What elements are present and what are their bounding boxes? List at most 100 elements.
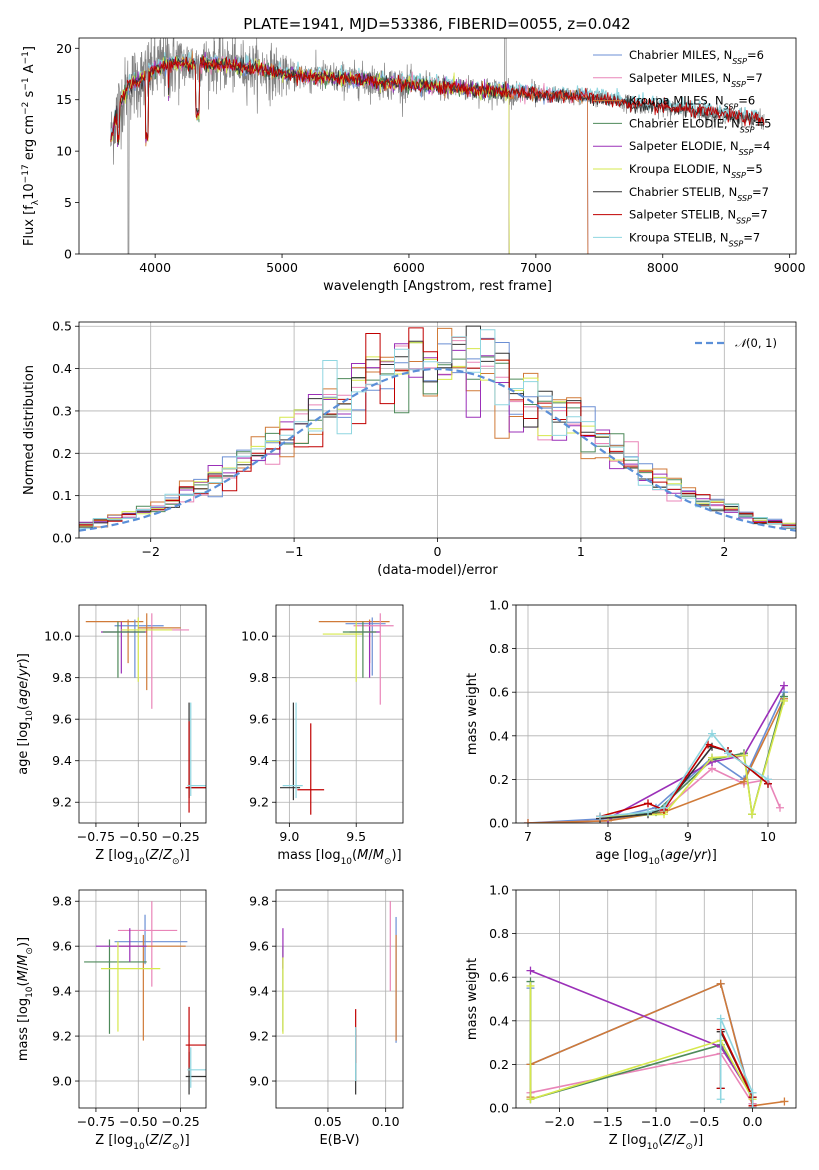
x-tick-label: 0.10 (372, 1114, 400, 1129)
y-tick-label: 9.8 (249, 894, 269, 909)
mass-vs-ebv-plot-area (282, 901, 397, 1095)
weight-point-marker (780, 681, 788, 690)
weight-point-marker (780, 1097, 789, 1106)
x-tick-label: 9 (684, 829, 692, 844)
y-tick-label: 10.0 (44, 629, 72, 644)
y-tick-label: 1.0 (489, 883, 509, 898)
x-axis-label: Z [log10(Z/Z⊙)] (95, 1133, 189, 1152)
y-tick-label: 9.8 (249, 670, 269, 685)
y-tick-label: 0.0 (489, 1101, 509, 1116)
y-tick-label: 0 (64, 247, 72, 262)
massweight-vs-Z-plot-area (526, 966, 789, 1108)
y-tick-label: 9.4 (52, 984, 72, 999)
spectrum-legend: Chabrier MILES, NSSP=6 Salpeter MILES, NS… (593, 48, 771, 248)
legend-entry: Kroupa MILES, NSSP=6 (629, 94, 755, 112)
y-tick-label: 9.2 (249, 795, 269, 810)
weight-point-marker (708, 753, 716, 762)
axes-frame (78, 37, 797, 255)
weight-point-marker (716, 1095, 725, 1104)
legend-entry: Chabrier ELODIE, NSSP=5 (629, 116, 771, 133)
x-tick-label: −1 (285, 544, 303, 559)
y-axis-label: mass weight (465, 673, 480, 755)
axes-frame (515, 889, 797, 1109)
legend-entry: Kroupa ELODIE, NSSP=5 (629, 162, 763, 180)
y-tick-label: 9.2 (52, 795, 72, 810)
age-vs-Z-plot-area (85, 613, 206, 813)
massweight-vs-age-plot-area (524, 681, 788, 823)
x-tick-label: −0.25 (161, 829, 199, 844)
y-tick-label: 0.4 (52, 361, 72, 376)
weight-series-line (607, 685, 785, 820)
x-tick-label: 0 (434, 544, 442, 559)
weight-point-marker (748, 810, 756, 819)
spectrum-plot-area (110, 38, 765, 254)
x-axis-label: E(B-V) (319, 1133, 359, 1148)
y-tick-label: 9.6 (249, 712, 269, 727)
y-tick-label: 0.4 (489, 728, 509, 743)
chart-title: PLATE=1941, MJD=53386, FIBERID=0055, z=0… (243, 15, 630, 33)
axes-frame (78, 604, 207, 824)
x-tick-label: 2 (720, 544, 728, 559)
x-tick-label: 8000 (647, 260, 679, 275)
weight-point-marker (708, 729, 716, 738)
axes-frame (78, 889, 207, 1109)
legend-entry: Salpeter MILES, NSSP=7 (629, 71, 763, 89)
weight-point-marker (724, 749, 732, 758)
x-tick-label: 9.5 (346, 829, 366, 844)
legend-entry: 𝒩(0, 1) (735, 336, 777, 350)
massweight-vs-age-panel: 7 8 9 10 0.0 0.2 0.4 0.6 0.8 1.0 age [log10(age/yr… (465, 598, 797, 867)
x-tick-label: 9.0 (279, 829, 299, 844)
y-tick-label: 0.8 (489, 926, 509, 941)
legend-entry: Salpeter ELODIE, NSSP=4 (629, 139, 770, 157)
weight-series-line (529, 985, 754, 1101)
y-tick-label: 0.5 (52, 319, 72, 334)
y-axis-label: mass weight (465, 958, 480, 1040)
weight-series-line (599, 732, 769, 818)
residual-hist-panel: −2 −1 0 1 2 0.0 0.1 0.2 0.3 0.4 0.5 𝒩(0, 1) (data-mo… (22, 319, 797, 578)
weight-point-marker (748, 1088, 757, 1097)
weight-point-marker (526, 981, 535, 990)
y-tick-label: 1.0 (489, 598, 509, 613)
x-tick-label: −0.75 (77, 829, 115, 844)
y-tick-label: 0.8 (489, 641, 509, 656)
residual-hist-plot-area (79, 325, 796, 532)
y-tick-label: 9.4 (249, 984, 269, 999)
x-tick-label: 7 (524, 829, 532, 844)
y-axis-label: age [log10(age/yr)] (16, 653, 35, 775)
x-tick-label: −0.75 (77, 1114, 115, 1129)
age-vs-mass-panel: 9.0 9.5 9.2 9.4 9.6 9.8 10.0 mass [log10(M/M⊙)] (241, 604, 404, 867)
y-axis-label: mass [log10(M/M⊙)] (16, 937, 35, 1061)
y-tick-label: 0.2 (489, 772, 509, 787)
x-tick-label: 1 (577, 544, 585, 559)
x-tick-label: −2 (141, 544, 159, 559)
x-tick-label: 6000 (393, 260, 425, 275)
y-tick-label: 15 (56, 92, 72, 107)
y-tick-label: 9.0 (249, 1074, 269, 1089)
x-tick-label: 4000 (139, 260, 171, 275)
x-tick-label: 8 (604, 829, 612, 844)
x-tick-label: 10 (760, 829, 776, 844)
axes-frame (275, 889, 404, 1109)
x-axis-label: Z [log10(Z/Z⊙)] (95, 848, 189, 867)
weight-point-marker (776, 803, 784, 812)
weight-series-line (530, 1052, 754, 1105)
x-tick-label: 5000 (266, 260, 298, 275)
y-tick-label: 0.6 (489, 970, 509, 985)
x-tick-label: −0.50 (119, 1114, 157, 1129)
x-tick-label: 0.0 (743, 1114, 763, 1129)
y-tick-label: 5 (64, 195, 72, 210)
legend-entry: Kroupa STELIB, NSSP=7 (629, 230, 760, 248)
x-axis-label: (data-model)/error (377, 563, 498, 578)
histogram-step-line (79, 329, 796, 531)
weight-point-marker (526, 966, 535, 975)
y-tick-label: 0.6 (489, 685, 509, 700)
x-tick-label: −1.0 (641, 1114, 671, 1129)
y-tick-label: 0.2 (52, 446, 72, 461)
y-tick-label: 0.3 (52, 403, 72, 418)
x-tick-label: −0.5 (689, 1114, 719, 1129)
x-tick-label: −1.5 (593, 1114, 623, 1129)
x-axis-label: wavelength [Angstrom, rest frame] (323, 279, 552, 294)
y-tick-label: 0.4 (489, 1013, 509, 1028)
weight-point-marker (740, 777, 748, 786)
x-tick-label: −0.25 (161, 1114, 199, 1129)
